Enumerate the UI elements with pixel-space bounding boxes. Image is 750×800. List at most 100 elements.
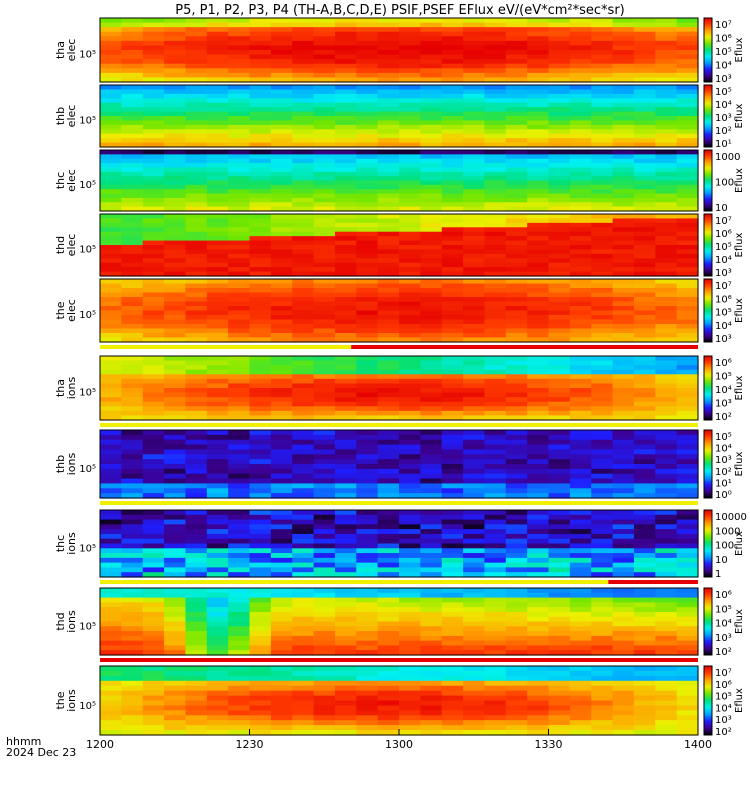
heat-cell [164,478,187,485]
colorbar-tick-label: 10³ [715,399,732,410]
colorbar-tick-label: 10³ [715,268,732,279]
heat-cell [356,107,379,113]
heat-cell [270,493,293,499]
heat-cell [463,283,486,289]
heat-cell [569,301,592,307]
heat-cell [334,401,357,407]
heat-cell [249,365,272,371]
heat-cell [356,710,379,716]
heat-cell [356,572,379,578]
heat-cell [441,397,464,403]
heat-cell [185,695,208,702]
heat-cell [356,611,379,618]
heat-cell [313,488,336,494]
heat-cell [612,133,635,139]
heat-cell [356,602,379,608]
heat-cell [527,454,550,460]
colorbar-segment [704,513,712,516]
heat-cell [548,514,571,521]
heat-cell [463,705,486,711]
heat-cell [484,129,507,135]
heat-cell [356,415,379,421]
colorbar-segment [704,254,712,257]
heat-cell [633,685,656,692]
heat-cell [420,401,443,407]
heat-cell [142,553,165,559]
heat-cell [548,120,571,126]
heat-cell [164,301,187,307]
heat-cell [164,685,187,692]
heat-cell [484,167,507,173]
heat-cell [164,434,187,441]
heat-cell [676,89,699,95]
heat-cell [420,392,443,398]
heat-cell [505,406,528,412]
heat-cell [228,533,251,540]
colorbar-tick-label: 10² [715,126,732,137]
heat-cell [313,473,336,480]
heat-cell [591,93,614,99]
heat-cell [463,301,486,307]
heat-cell [377,543,400,549]
heat-cell [633,383,656,389]
heat-cell [334,150,357,155]
heat-cell [185,439,208,446]
heat-cell [313,715,336,721]
heat-cell [591,180,614,186]
heat-cell [591,695,614,702]
heat-cell [676,356,699,362]
heat-cell [441,548,464,554]
heat-cell [334,240,357,246]
heat-cell [420,710,443,716]
heat-cell [334,328,357,334]
heat-cell [100,597,122,603]
heat-cell [505,214,528,220]
heat-cell [569,206,592,212]
heat-cell [548,538,571,545]
heat-cell [313,102,336,108]
colorbar-segment [704,186,712,189]
colorbar-segment [704,575,712,578]
heat-cell [270,645,293,651]
heat-cell [270,176,293,182]
colorbar-segment [704,438,712,441]
heat-cell [228,63,251,69]
heat-cell [100,483,122,489]
colorbar-segment [704,415,712,418]
heat-cell [441,459,464,465]
heat-cell [655,700,678,707]
heat-cell [655,483,678,489]
colorbar-segment [704,458,712,462]
heat-cell [676,279,699,285]
heat-cell [142,324,165,330]
heat-cell [356,640,379,647]
heat-cell [527,434,550,441]
colorbar-segment [704,360,712,363]
heat-cell [420,640,443,647]
heat-cell [505,184,528,190]
heat-cell [185,271,208,277]
heat-cell [420,102,443,108]
heat-cell [249,478,272,485]
heat-cell [100,611,122,618]
heat-cell [441,730,464,736]
heat-cell [121,271,144,277]
heat-cell [505,473,528,480]
heat-cell [206,548,229,554]
status-bar [100,423,698,427]
heat-cell [270,640,293,647]
colorbar-segment [704,460,712,463]
heat-cell [377,365,400,371]
heat-cell [164,36,187,42]
heat-cell [377,138,400,144]
heat-cell [377,730,400,736]
heat-cell [121,63,144,69]
heat-cell [377,279,400,285]
heat-cell [463,675,486,682]
heat-cell [185,388,208,394]
heat-cell [441,392,464,398]
heat-cell [313,397,336,403]
heat-cell [100,666,122,672]
colorbar-tick-label: 10⁵ [715,242,732,253]
heat-cell [100,59,122,65]
